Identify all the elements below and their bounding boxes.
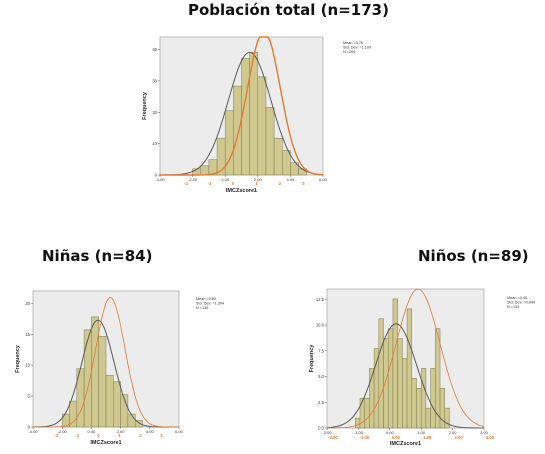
x-tick-label: -2.00 xyxy=(58,429,68,434)
y-tick-label: 20 xyxy=(25,301,30,306)
histogram-bar-12 xyxy=(411,378,417,429)
histogram-bar-15 xyxy=(425,407,431,429)
reference-tick-label: 1 xyxy=(118,433,121,438)
histogram-bar-19 xyxy=(444,407,450,429)
y-axis-label: Frequency xyxy=(15,344,21,373)
normal-curve xyxy=(326,323,484,429)
y-tick-label: 0 xyxy=(28,425,31,430)
histogram-bar-2 xyxy=(364,397,370,429)
histogram-bar-5 xyxy=(378,318,384,429)
y-tick-label: 15 xyxy=(25,332,30,337)
reference-tick-label: 1 xyxy=(255,181,258,186)
x-tick-label: 1.00 xyxy=(417,430,426,435)
reference-tick-label: 3 xyxy=(302,181,305,186)
histogram-bar-0 xyxy=(355,417,361,429)
normal-curve xyxy=(33,319,179,428)
reference-curve xyxy=(327,288,485,429)
y-axis-label: Frequency xyxy=(309,344,315,373)
x-tick-label: 2.00 xyxy=(449,430,458,435)
y-tick-label: 20 xyxy=(152,110,157,115)
reference-tick-label: 3 xyxy=(160,433,163,438)
x-axis-label: IMCZscore1 xyxy=(390,441,421,447)
x-axis-label: IMCZscore1 xyxy=(90,440,121,446)
reference-tick-label: 2.00 xyxy=(455,435,464,440)
histogram-bar-6 xyxy=(383,338,389,429)
normal-curve xyxy=(160,51,324,176)
x-tick-label: 6.00 xyxy=(175,429,184,434)
reference-tick-label: -1 xyxy=(208,181,212,186)
chart-title-girls: Niñas (n=84) xyxy=(42,247,153,265)
y-axis-label: Frequency xyxy=(142,91,148,120)
reference-tick-label: -1.00 xyxy=(360,435,370,440)
reference-tick-label: -2 xyxy=(184,181,188,186)
reference-tick-label: 0 xyxy=(232,181,235,186)
x-tick-label: 4.00 xyxy=(146,429,155,434)
reference-tick-label: -2.00 xyxy=(328,435,338,440)
histogram-bar-13 xyxy=(416,388,422,429)
y-tick-label: 5 xyxy=(28,394,31,399)
histogram-bar-16 xyxy=(430,368,436,429)
histogram-bar-8 xyxy=(392,298,398,429)
reference-tick-label: 1.00 xyxy=(423,435,432,440)
x-axis-label: IMCZscore1 xyxy=(226,188,257,194)
x-tick-label: 2.00 xyxy=(254,177,263,182)
x-tick-label: 6.00 xyxy=(319,177,328,182)
histogram-bar-17 xyxy=(435,328,441,429)
histogram-bar-9 xyxy=(397,338,403,429)
y-tick-label: 2.5 xyxy=(318,400,324,405)
stats-text: Std. Dev. =0.949 xyxy=(507,301,535,305)
reference-curve xyxy=(33,297,179,428)
reference-tick-label: 0.00 xyxy=(392,435,401,440)
stats-text: Mean =0.45 xyxy=(507,296,527,300)
x-tick-label: -2.00 xyxy=(322,430,332,435)
histogram-bar-7 xyxy=(387,328,394,429)
stats-text: Mean =0.76 xyxy=(343,41,363,45)
reference-curve xyxy=(160,36,324,176)
x-tick-label: -4.00 xyxy=(28,429,38,434)
y-tick-label: 7.5 xyxy=(318,348,324,353)
reference-tick-label: 3.00 xyxy=(486,435,495,440)
x-tick-label: 0.00 xyxy=(88,429,97,434)
histogram-bar-10 xyxy=(134,420,143,428)
stats-text: N =269 xyxy=(343,50,355,54)
stats-text: N =136 xyxy=(196,306,208,310)
y-tick-label: 10.0 xyxy=(316,323,325,328)
stats-text: Std. Dev. =1.109 xyxy=(343,46,371,50)
y-tick-label: 0 xyxy=(155,173,158,178)
x-tick-label: -2.00 xyxy=(188,177,198,182)
reference-tick-label: 2 xyxy=(139,433,142,438)
reference-tick-label: -2 xyxy=(54,433,58,438)
histogram-bar-8 xyxy=(120,394,129,428)
x-tick-label: -4.00 xyxy=(155,177,165,182)
x-tick-label: 0.00 xyxy=(386,430,395,435)
y-tick-label: 10 xyxy=(152,141,157,146)
histogram-bar-14 xyxy=(420,368,427,429)
chart-title-total: Población total (n=173) xyxy=(188,1,389,19)
x-tick-label: -1.00 xyxy=(354,430,364,435)
reference-tick-label: 0 xyxy=(97,433,100,438)
histogram-bar-11 xyxy=(406,308,413,429)
x-tick-label: 4.00 xyxy=(287,177,296,182)
stats-text: Std. Dev. =1.304 xyxy=(196,302,224,306)
y-tick-label: 40 xyxy=(152,47,157,52)
y-tick-label: 12.5 xyxy=(316,297,325,302)
reference-tick-label: 2 xyxy=(279,181,282,186)
reference-tick-label: -1 xyxy=(76,433,80,438)
y-tick-label: 5.0 xyxy=(318,374,324,379)
histogram-bar-10 xyxy=(402,358,408,429)
x-tick-label: 3.00 xyxy=(480,430,489,435)
y-tick-label: 30 xyxy=(152,78,157,83)
histogram-bar-18 xyxy=(439,388,446,429)
y-tick-label: 0.0 xyxy=(318,426,324,431)
x-tick-label: 0.00 xyxy=(221,177,230,182)
chart-title-boys: Niños (n=89) xyxy=(418,247,529,265)
histogram-bar-4 xyxy=(373,348,380,429)
stats-text: Mean =0.80 xyxy=(196,297,216,301)
x-tick-label: 2.00 xyxy=(117,429,126,434)
stats-text: N =133 xyxy=(507,305,519,309)
y-tick-label: 10 xyxy=(25,363,30,368)
